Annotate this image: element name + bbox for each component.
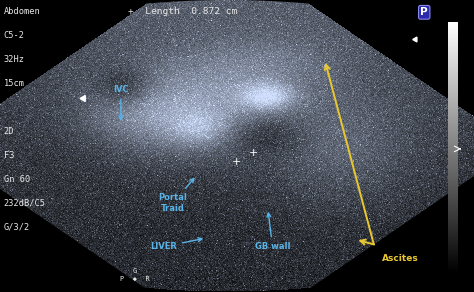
- Text: G: G: [133, 268, 137, 274]
- Text: P: P: [420, 7, 428, 17]
- Text: P  ◆  R: P ◆ R: [120, 276, 150, 282]
- Text: Abdomen: Abdomen: [4, 7, 41, 16]
- Text: +: +: [231, 157, 241, 167]
- Text: Ascites: Ascites: [382, 254, 419, 263]
- Text: C5-2: C5-2: [4, 31, 25, 40]
- Text: GB wall: GB wall: [255, 213, 290, 251]
- Text: G/3/2: G/3/2: [4, 223, 30, 232]
- Text: 15cm: 15cm: [4, 79, 25, 88]
- Text: IVC: IVC: [113, 85, 128, 120]
- Text: 2D: 2D: [4, 127, 14, 136]
- Text: F3: F3: [4, 151, 14, 160]
- Text: 232dB/C5: 232dB/C5: [4, 199, 46, 208]
- Text: Portal
Traid: Portal Traid: [159, 178, 194, 213]
- Text: LIVER: LIVER: [150, 238, 202, 251]
- Text: 32Hz: 32Hz: [4, 55, 25, 64]
- Text: +: +: [249, 148, 258, 158]
- Text: +  Length  0.872 cm: + Length 0.872 cm: [128, 7, 237, 16]
- Text: Gn 60: Gn 60: [4, 175, 30, 184]
